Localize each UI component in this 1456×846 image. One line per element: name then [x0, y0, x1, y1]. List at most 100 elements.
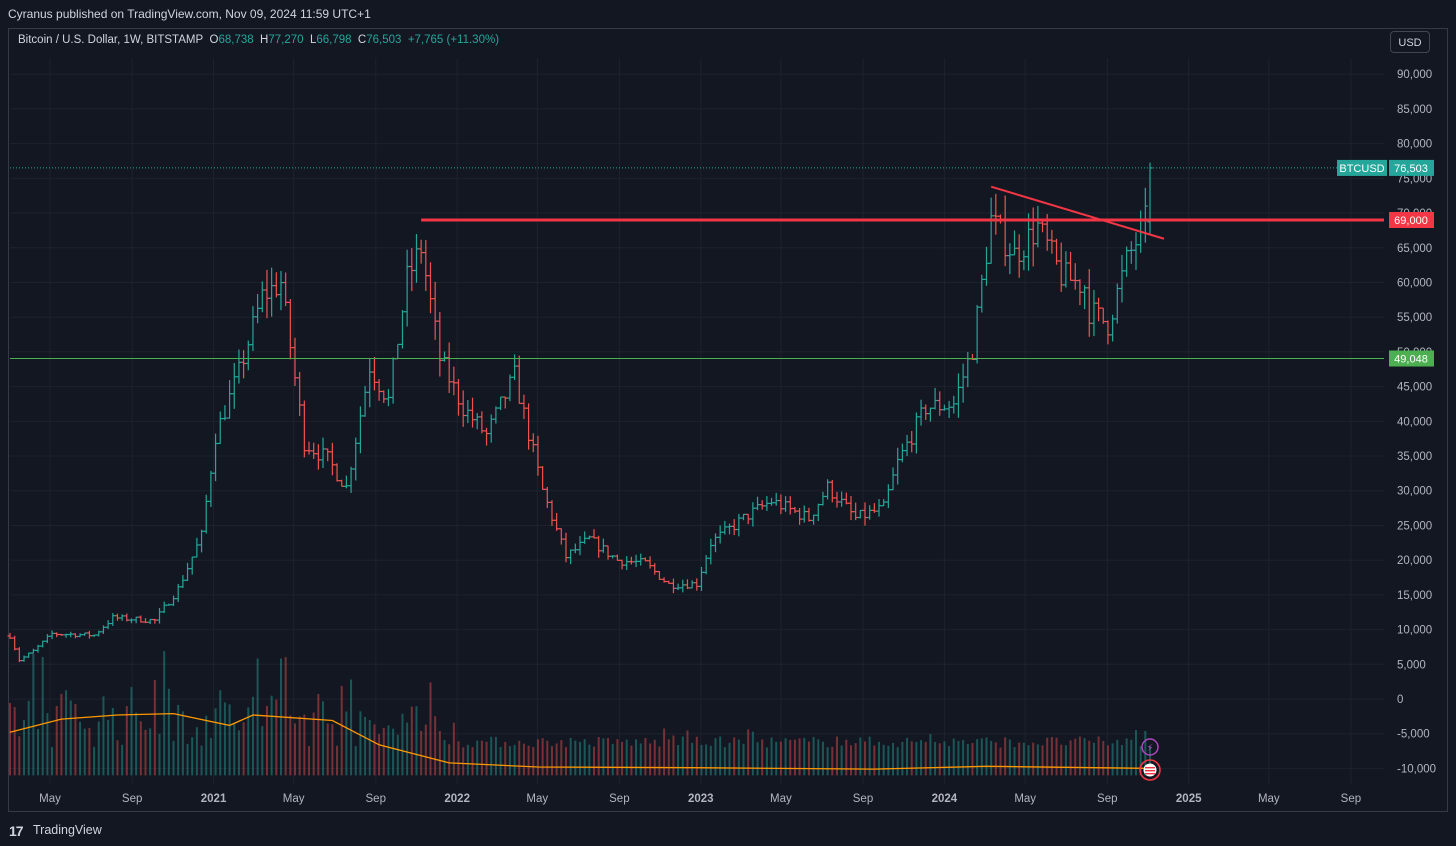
volume-bar	[733, 737, 736, 776]
x-tick-label: May	[1014, 793, 1036, 805]
high-value: 77,270	[268, 34, 304, 46]
volume-bar	[789, 739, 792, 776]
volume-bar	[228, 704, 231, 776]
volume-bar	[747, 729, 750, 776]
volume-bar	[882, 744, 885, 776]
volume-bar	[892, 742, 895, 776]
volume-bar	[532, 747, 535, 776]
support-price-text: 49,048	[1394, 354, 1428, 366]
volume-bar	[817, 739, 820, 776]
y-tick-label: 30,000	[1397, 486, 1432, 498]
volume-bar	[541, 738, 544, 776]
volume-bar	[901, 741, 904, 776]
volume-bar	[920, 740, 923, 776]
y-tick-label: 65,000	[1397, 243, 1432, 255]
volume-bar	[107, 719, 110, 776]
flag-stripe	[1145, 767, 1155, 769]
volume-bar	[18, 736, 21, 776]
volume-bar	[924, 741, 927, 776]
volume-bar	[831, 746, 834, 776]
y-tick-label: 80,000	[1397, 139, 1432, 151]
volume-bar	[1074, 738, 1077, 776]
volume-bar	[564, 747, 567, 776]
volume-bar	[873, 745, 876, 776]
y-tick-label: 15,000	[1397, 590, 1432, 602]
volume-bar	[396, 734, 399, 776]
volume-bar	[135, 712, 138, 776]
volume-bar	[410, 706, 413, 776]
volume-bar	[401, 713, 404, 776]
volume-bar	[849, 745, 852, 776]
volume-bar	[69, 700, 72, 776]
volume-bar	[597, 737, 600, 776]
x-tick-label: Sep	[366, 793, 386, 805]
currency-button[interactable]: USD	[1390, 31, 1430, 53]
volume-bar	[60, 693, 63, 776]
volume-bar	[312, 712, 315, 776]
y-tick-label: 45,000	[1397, 382, 1432, 394]
volume-bar	[1111, 743, 1114, 776]
close-label: C	[357, 34, 367, 46]
flag-event-ring	[1139, 759, 1161, 781]
x-tick-label: 2024	[932, 793, 958, 805]
volume-bar	[840, 745, 843, 776]
y-tick-label: -5,000	[1397, 729, 1430, 741]
volume-bar	[308, 746, 311, 776]
volume-bar	[1078, 736, 1081, 776]
volume-bar	[153, 679, 156, 776]
volume-bar	[560, 740, 563, 776]
y-tick-label: 75,000	[1397, 173, 1432, 185]
chart-frame[interactable]	[8, 28, 1448, 812]
volume-bar	[121, 744, 124, 776]
volume-bar	[350, 679, 353, 776]
volume-bar	[677, 745, 680, 776]
volume-bars	[9, 651, 1151, 776]
volume-bar	[639, 743, 642, 776]
volume-bar	[1097, 736, 1100, 776]
volume-bar	[237, 730, 240, 776]
published-text: Cyranus published on TradingView.com, No…	[8, 7, 371, 21]
volume-bar	[1069, 740, 1072, 776]
volume-bar	[1134, 730, 1137, 776]
volume-bar	[934, 742, 937, 776]
low-label: L	[309, 34, 317, 46]
volume-bar	[966, 744, 969, 776]
volume-bar	[97, 721, 100, 776]
resistance-price-tag	[1389, 212, 1434, 229]
volume-bar	[1064, 745, 1067, 776]
lightning-glyph: ⚡	[1146, 743, 1153, 754]
last-price-tag	[1389, 159, 1434, 176]
volume-bar	[691, 742, 694, 776]
volume-bar	[513, 744, 516, 776]
x-tick-label: Sep	[122, 793, 142, 805]
volume-bar	[88, 727, 91, 776]
volume-bar	[429, 682, 432, 776]
y-tick-label: 60,000	[1397, 277, 1432, 289]
volume-bar	[616, 739, 619, 776]
volume-bar	[812, 737, 815, 776]
volume-bar	[322, 701, 325, 776]
volume-bar	[546, 740, 549, 776]
volume-bar	[508, 746, 511, 776]
volume-bar	[1092, 742, 1095, 776]
volume-bar	[111, 707, 114, 776]
volume-bar	[471, 747, 474, 776]
volume-bar	[980, 738, 983, 776]
volume-bar	[649, 743, 652, 776]
x-tick-label: 2022	[444, 793, 470, 805]
volume-bar	[550, 746, 553, 776]
x-tick-label: May	[526, 793, 548, 805]
volume-bar	[779, 741, 782, 776]
volume-bar	[709, 745, 712, 776]
volume-bar	[878, 741, 881, 776]
volume-bar	[798, 738, 801, 776]
volume-bar	[714, 738, 717, 776]
published-header: Cyranus published on TradingView.com, No…	[0, 0, 1456, 28]
volume-bar	[742, 743, 745, 776]
volume-bar	[219, 690, 222, 776]
volume-bar	[32, 653, 35, 776]
volume-bar	[256, 658, 259, 776]
x-tick-label: 2025	[1176, 793, 1202, 805]
volume-bar	[527, 745, 530, 776]
